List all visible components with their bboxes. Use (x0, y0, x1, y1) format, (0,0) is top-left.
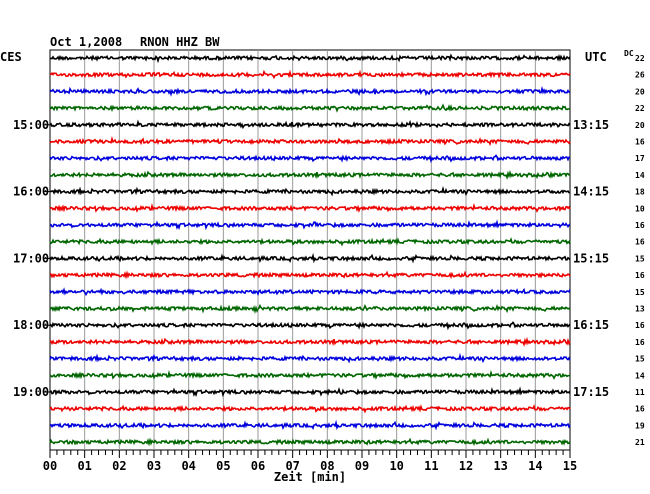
local-time-label: 17:00 (13, 251, 49, 265)
left-timezone-label: CES (0, 50, 22, 64)
dc-value: 26 (635, 71, 645, 80)
dc-value: 19 (635, 421, 645, 430)
dc-value: 16 (635, 405, 645, 414)
plot-frame (49, 49, 571, 451)
local-time-label: 16:00 (13, 185, 49, 199)
dc-value: 16 (635, 338, 645, 347)
local-time-label: 15:00 (13, 118, 49, 132)
trace-line (49, 404, 571, 414)
trace-line (49, 103, 571, 113)
trace-line (49, 369, 571, 380)
x-tick-label: 15 (563, 459, 577, 473)
right-timezone-label: UTC (585, 50, 607, 64)
trace-line (49, 85, 571, 97)
x-tick-label: 12 (459, 459, 473, 473)
dc-value: 22 (635, 54, 645, 63)
utc-time-labels: 13:15 14:15 15:15 16:15 17:15 (573, 118, 609, 399)
dc-value: 14 (635, 371, 645, 380)
trace-line (49, 336, 571, 347)
trace-line (49, 237, 571, 247)
utc-time-label: 14:15 (573, 185, 609, 199)
x-tick-label: 14 (528, 459, 542, 473)
dc-value: 20 (635, 121, 645, 130)
dc-value: 16 (635, 138, 645, 147)
trace-line (49, 252, 571, 264)
x-tick-label: 09 (355, 459, 369, 473)
x-axis: 00 01 02 03 04 05 06 07 08 09 10 11 12 13 14 15 (43, 450, 577, 473)
x-tick-label: 00 (43, 459, 57, 473)
dc-value: 22 (635, 104, 645, 113)
x-tick-label: 02 (112, 459, 126, 473)
trace-line (49, 53, 571, 64)
dc-value: 11 (635, 388, 645, 397)
utc-time-label: 15:15 (573, 251, 609, 265)
station-label: RNON HHZ BW (140, 35, 220, 49)
trace-line (49, 185, 571, 197)
local-time-labels: 15:00 16:00 17:00 18:00 19:00 (13, 118, 50, 399)
trace-line (49, 219, 571, 231)
trace-group (49, 53, 571, 447)
x-tick-label: 07 (285, 459, 299, 473)
dc-value: 17 (635, 154, 645, 163)
trace-line (49, 154, 571, 164)
dc-header-label: DC (624, 49, 634, 58)
x-tick-label: 13 (493, 459, 507, 473)
trace-line (49, 419, 571, 431)
x-tick-label: 06 (251, 459, 265, 473)
local-time-label: 19:00 (13, 385, 49, 399)
trace-line (49, 321, 571, 331)
x-tick-label: 03 (147, 459, 161, 473)
utc-time-label: 17:15 (573, 385, 609, 399)
trace-line (49, 386, 571, 398)
dc-value: 16 (635, 271, 645, 280)
x-tick-label: 04 (181, 459, 195, 473)
dc-value: 14 (635, 171, 645, 180)
trace-line (49, 270, 571, 280)
trace-line (49, 437, 571, 447)
dc-value: 16 (635, 321, 645, 330)
x-tick-label: 05 (216, 459, 230, 473)
minute-grid (84, 50, 536, 450)
date-label: Oct 1,2008 (50, 35, 122, 49)
dc-value: 13 (635, 305, 645, 314)
dc-value: 18 (635, 188, 645, 197)
trace-line (49, 119, 571, 130)
x-axis-title: Zeit [min] (274, 470, 346, 484)
local-time-label: 18:00 (13, 318, 49, 332)
x-tick-label: 08 (320, 459, 334, 473)
trace-line (49, 69, 571, 80)
utc-time-label: 13:15 (573, 118, 609, 132)
dc-value: 15 (635, 288, 645, 297)
x-tick-label: 10 (389, 459, 403, 473)
trace-line (49, 136, 571, 147)
x-tick-label: 01 (77, 459, 91, 473)
dc-value: 10 (635, 204, 645, 213)
dc-value: 21 (635, 438, 645, 447)
trace-line (49, 303, 571, 314)
dc-value: 16 (635, 221, 645, 230)
dc-value: 20 (635, 87, 645, 96)
dc-value: 15 (635, 254, 645, 263)
trace-line (49, 202, 571, 213)
trace-line (49, 169, 571, 180)
x-tick-label: 11 (424, 459, 438, 473)
dc-value: 16 (635, 238, 645, 247)
utc-time-label: 16:15 (573, 318, 609, 332)
trace-line (49, 287, 571, 297)
trace-line (49, 352, 571, 364)
dc-value-labels: 22 26 20 22 20 16 17 14 18 10 16 16 15 16 15 13 16 16 15 14… (635, 54, 645, 447)
dc-value: 15 (635, 355, 645, 364)
